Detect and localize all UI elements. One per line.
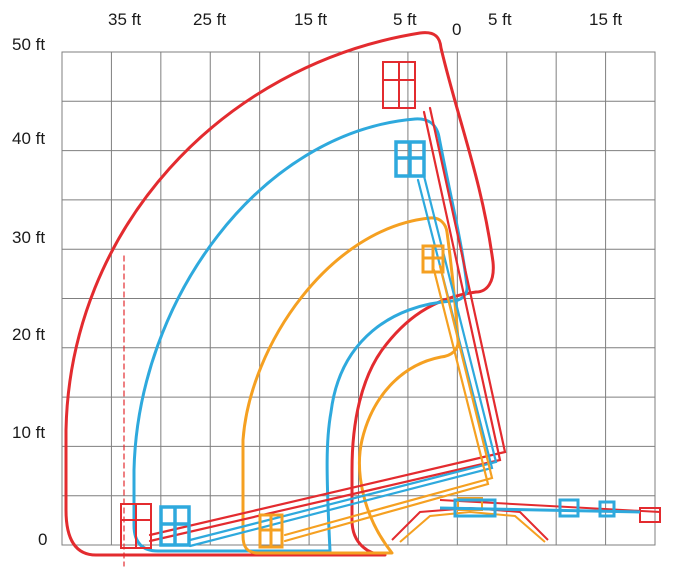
y-label-40: 40 ft [12, 129, 45, 148]
chassis-icon [439, 498, 641, 518]
x-label-0: 0 [452, 20, 461, 39]
y-label-30: 30 ft [12, 228, 45, 247]
x-label-15-right: 15 ft [589, 10, 622, 29]
y-axis-labels: 50 ft 40 ft 30 ft 20 ft 10 ft 0 [12, 35, 47, 549]
envelope-low-outline [241, 216, 460, 555]
boom-low-extended-inner [283, 268, 490, 543]
x-label-5-left: 5 ft [393, 10, 417, 29]
x-label-35: 35 ft [108, 10, 141, 29]
work-platform-icon [421, 244, 445, 274]
x-label-15: 15 ft [294, 10, 327, 29]
reach-envelopes [64, 31, 495, 567]
work-platform-icon [159, 505, 191, 547]
work-platform-icon [394, 140, 426, 178]
boom-low-extended [283, 264, 494, 537]
y-label-0: 0 [38, 530, 47, 549]
work-platform-icon [382, 61, 416, 109]
work-platform-icon [120, 503, 152, 549]
boom-mid-extended [188, 174, 498, 542]
grid [61, 51, 656, 546]
envelope-max-outline [64, 31, 495, 557]
envelope-mid-outline [132, 117, 469, 553]
y-label-20: 20 ft [12, 325, 45, 344]
work-platform-icon [258, 513, 284, 549]
x-label-25: 25 ft [193, 10, 226, 29]
y-label-10: 10 ft [12, 423, 45, 442]
machine-base [391, 497, 661, 543]
boom-max-extended [148, 106, 507, 537]
x-axis-labels: 35 ft 25 ft 15 ft 5 ft 0 5 ft 15 ft [108, 10, 622, 39]
outrigger-icon [391, 499, 661, 541]
y-label-50: 50 ft [12, 35, 45, 54]
x-label-5-right: 5 ft [488, 10, 512, 29]
platforms [120, 61, 445, 549]
